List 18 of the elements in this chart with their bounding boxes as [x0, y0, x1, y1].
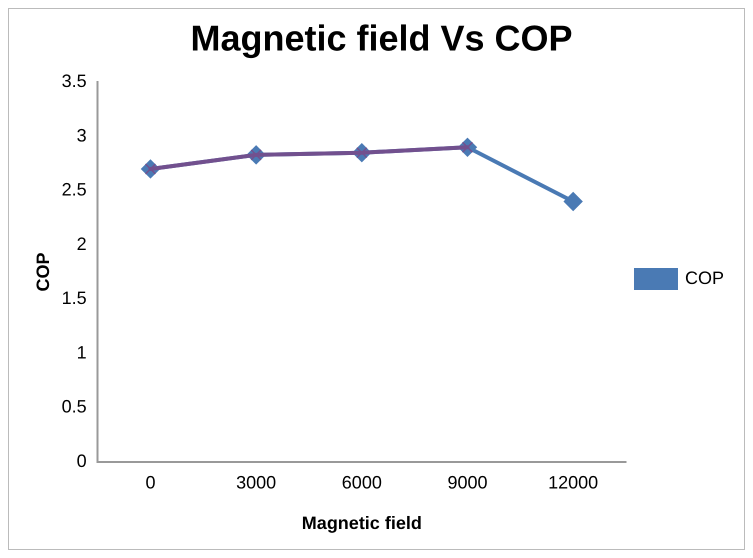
y-axis-title: COP	[32, 252, 53, 292]
x-axis-title: Magnetic field	[302, 513, 422, 534]
chart-title: Magnetic field Vs COP	[190, 18, 573, 59]
x-tick-label: 12000	[548, 472, 598, 493]
x-tick-label: 3000	[236, 472, 276, 493]
y-tick-label: 3	[76, 125, 87, 146]
legend-label: COP	[684, 268, 724, 288]
y-tick-label: 0	[76, 450, 87, 471]
x-tick-label: 0	[145, 472, 156, 493]
y-tick-label: 0.5	[62, 396, 87, 417]
x-tick-label: 6000	[342, 472, 382, 493]
y-tick-label: 2.5	[62, 180, 87, 200]
y-tick-label: 1.5	[62, 288, 87, 308]
y-tick-label: 1	[76, 342, 87, 362]
y-tick-label: 3.5	[62, 71, 87, 92]
x-tick-label: 9000	[447, 472, 488, 493]
point	[564, 192, 583, 212]
y-tick-label: 2	[76, 234, 87, 254]
